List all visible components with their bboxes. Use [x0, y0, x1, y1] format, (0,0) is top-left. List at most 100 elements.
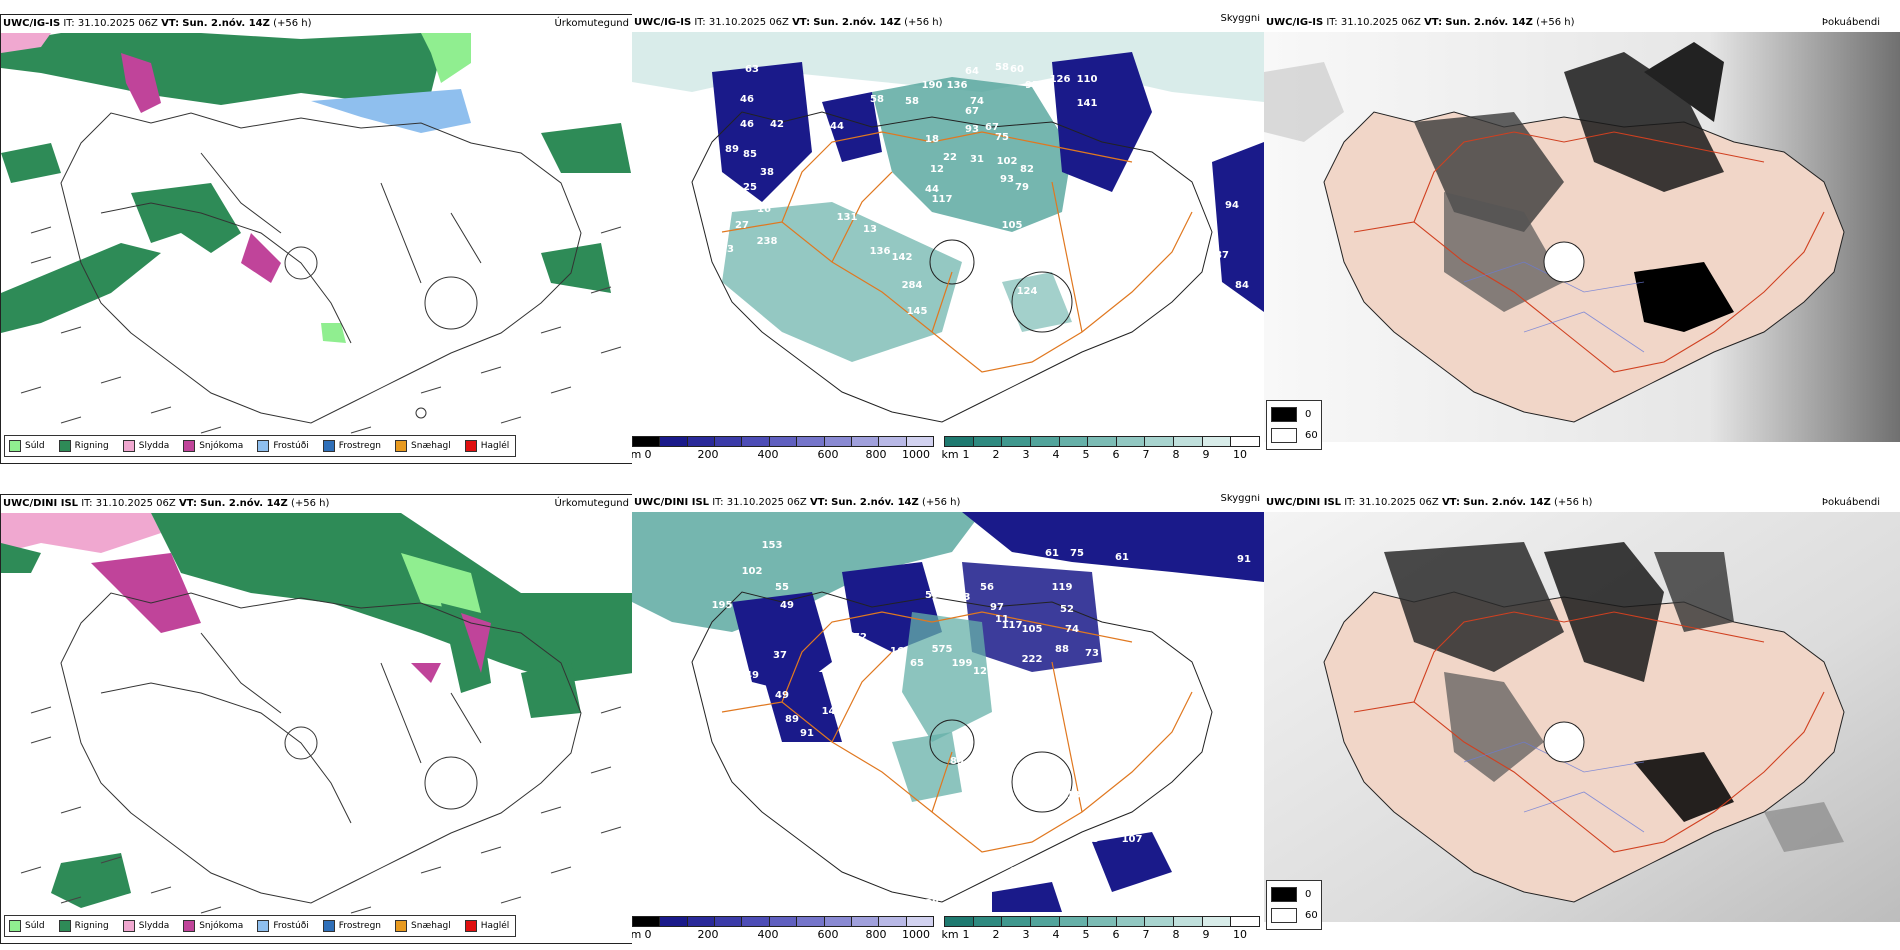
- precip-map: [1, 33, 631, 444]
- visibility-value-label: 16: [890, 646, 904, 657]
- visibility-value-label: 61: [1115, 552, 1129, 563]
- height-colorbar-swatches: [632, 436, 934, 447]
- visibility-value-label: 46: [740, 94, 754, 105]
- visibility-value-label: 74: [1065, 624, 1079, 635]
- legend-item-slydda: Slydda: [122, 920, 169, 932]
- visibility-value-label: 117: [932, 194, 953, 205]
- visibility-value-label: 95: [1025, 80, 1039, 91]
- visibility-value-label: 88: [1055, 644, 1069, 655]
- visibility-value-label: 84: [1235, 280, 1249, 291]
- height-tick: 1000: [902, 928, 930, 941]
- cloud-panel-bottom: UWC/DINI ISL IT: 31.10.2025 06Z VT: Sun.…: [1264, 494, 1900, 944]
- visibility-value-label: 85: [743, 149, 757, 160]
- height-tick: 200: [697, 448, 719, 461]
- visibility-tick: 10: [1233, 928, 1247, 941]
- visibility-tick: 3: [1022, 448, 1030, 461]
- height-colorbar: m 0 200 400 600 800 1000: [632, 916, 934, 941]
- visibility-tick: 6: [1112, 928, 1120, 941]
- precip-map: [1, 513, 633, 924]
- legend-item-snjokoma: Snjókoma: [183, 440, 243, 452]
- visibility-colorbar-swatches: [944, 916, 1260, 927]
- visibility-value-label: 64: [965, 66, 979, 77]
- visibility-value-label: 49: [780, 600, 794, 611]
- legend-item-frostregn: Frostregn: [322, 440, 381, 452]
- visibility-value-label: 58: [995, 62, 1009, 73]
- visibility-value-label: 77: [1105, 650, 1119, 661]
- visibility-value-label: 136: [870, 246, 891, 257]
- visibility-value-label: 134: [1067, 790, 1088, 801]
- visibility-value-label: 141: [1077, 98, 1098, 109]
- visibility-tick: 7: [1142, 928, 1150, 941]
- visibility-title: Skyggni: [1220, 14, 1260, 24]
- legend-item-rigning: Rigning: [58, 920, 109, 932]
- precip-title: Úrkomutegund: [554, 498, 629, 509]
- visibility-value-label: 62: [1075, 286, 1089, 297]
- visibility-value-label: 23: [720, 244, 734, 255]
- legend-swatch: [395, 920, 408, 932]
- cloud-legend-item: 60: [1271, 908, 1318, 923]
- visibility-value-label: 107: [1122, 834, 1143, 845]
- iceland-outline: [691, 591, 1213, 903]
- visibility-value-label: 121: [1187, 322, 1208, 333]
- visibility-tick: 4: [1052, 448, 1060, 461]
- visibility-value-label: 27: [735, 220, 749, 231]
- visibility-colorbar: km 1 2 3 4 5 6 7 8 9 10: [941, 436, 1260, 461]
- visibility-value-label: 12: [973, 666, 987, 677]
- height-colorbar: m 0 200 400 600 800 1000: [632, 436, 934, 461]
- visibility-value-label: 575: [932, 644, 953, 655]
- visibility-value-label: 60: [1010, 64, 1024, 75]
- precip-legend: Súld Rigning Slydda Snjókoma Frostúði Fr…: [4, 435, 517, 457]
- visibility-tick: 4: [1052, 928, 1060, 941]
- visibility-value-label: 284: [902, 280, 923, 291]
- visibility-value-label: 94: [1225, 200, 1239, 211]
- legend-item-frostudi: Frostúði: [257, 920, 309, 932]
- height-tick: 400: [757, 928, 779, 941]
- legend-swatch: [9, 920, 21, 932]
- visibility-value-label: 75: [1070, 548, 1084, 559]
- height-unit: m: [632, 448, 642, 461]
- visibility-value-label: 91: [800, 728, 814, 739]
- visibility-value-label: 42: [770, 119, 784, 130]
- visibility-value-label: 56: [980, 582, 994, 593]
- visibility-value-label: 136: [947, 80, 968, 91]
- visibility-value-label: 44: [925, 184, 939, 195]
- visibility-value-label: 87: [1215, 250, 1229, 261]
- visibility-value-label: 119: [1052, 582, 1073, 593]
- visibility-value-label: 190: [922, 80, 943, 91]
- cloud-title: Þokuábendi: [1821, 17, 1880, 28]
- visibility-value-label: 61: [1045, 548, 1059, 559]
- visibility-value-label: 105: [1002, 220, 1023, 231]
- visibility-value-label: 89: [725, 144, 739, 155]
- iceland-outline: [60, 592, 582, 904]
- visibility-value-label: 58: [905, 96, 919, 107]
- height-tick: 0: [644, 928, 652, 941]
- roads: [721, 611, 1193, 853]
- legend-swatch: [257, 440, 270, 452]
- legend-item-frostregn: Frostregn: [322, 920, 381, 932]
- visibility-value-label: 75: [995, 132, 1009, 143]
- visibility-tick: 5: [1082, 448, 1090, 461]
- visibility-value-label: 97: [1010, 866, 1024, 877]
- legend-item-snaehagl: Snæhagl: [395, 920, 451, 932]
- height-colorbar-swatches: [632, 916, 934, 927]
- visibility-value-label: 82: [1020, 164, 1034, 175]
- visibility-value-label: 89: [950, 756, 964, 767]
- cloud-legend: 0 60: [1266, 400, 1322, 450]
- visibility-value-label: 140: [822, 706, 843, 717]
- visibility-value-label: 46: [740, 119, 754, 130]
- visibility-value-label: 10: [1035, 734, 1049, 745]
- legend-swatch: [322, 440, 335, 452]
- visibility-value-label: 44: [830, 121, 844, 132]
- panel-header: UWC/DINI ISL IT: 31.10.2025 06Z VT: Sun.…: [3, 498, 330, 509]
- visibility-value-label: 199: [952, 658, 973, 669]
- legend-item-haglel: Haglél: [464, 440, 509, 452]
- cloud-legend-item: 60: [1271, 428, 1318, 443]
- visibility-value-label: 117: [1002, 620, 1023, 631]
- visibility-value-label: 49: [775, 690, 789, 701]
- visibility-value-label: 124: [1017, 286, 1038, 297]
- visibility-tick: 7: [1142, 448, 1150, 461]
- panel-header: UWC/DINI ISL IT: 31.10.2025 06Z VT: Sun.…: [634, 497, 961, 508]
- visibility-value-label: 79: [1015, 182, 1029, 193]
